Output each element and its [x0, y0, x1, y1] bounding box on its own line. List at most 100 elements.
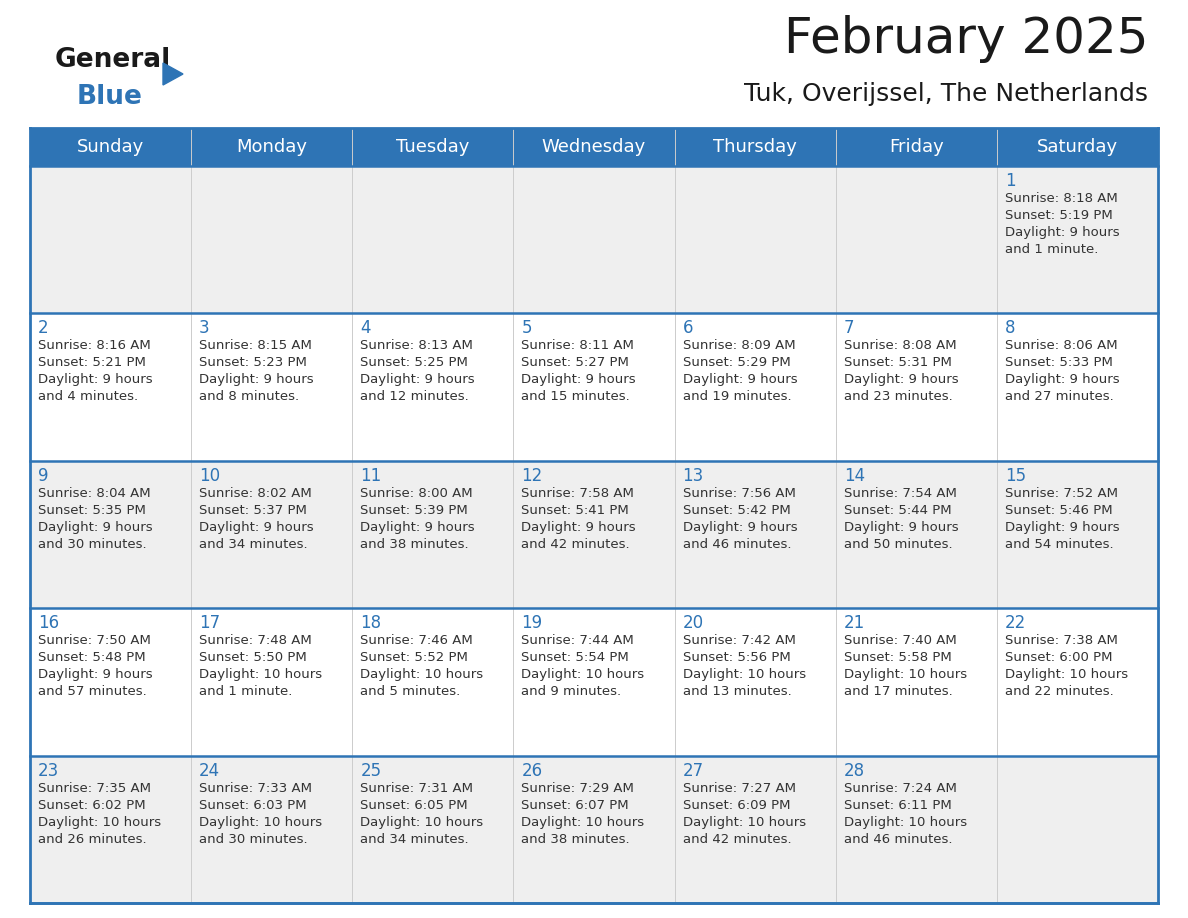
Text: and 50 minutes.: and 50 minutes. [843, 538, 953, 551]
Text: Daylight: 9 hours: Daylight: 9 hours [843, 521, 959, 533]
Text: Sunset: 5:31 PM: Sunset: 5:31 PM [843, 356, 952, 369]
Text: Sunrise: 7:27 AM: Sunrise: 7:27 AM [683, 781, 796, 795]
Text: Sunrise: 7:40 AM: Sunrise: 7:40 AM [843, 634, 956, 647]
Text: and 30 minutes.: and 30 minutes. [200, 833, 308, 845]
Text: 12: 12 [522, 466, 543, 485]
Text: 16: 16 [38, 614, 59, 633]
Text: Sunrise: 7:31 AM: Sunrise: 7:31 AM [360, 781, 473, 795]
Text: Sunrise: 8:09 AM: Sunrise: 8:09 AM [683, 340, 795, 353]
Text: Sunset: 6:00 PM: Sunset: 6:00 PM [1005, 651, 1112, 665]
Text: Daylight: 10 hours: Daylight: 10 hours [1005, 668, 1127, 681]
Text: Sunset: 5:54 PM: Sunset: 5:54 PM [522, 651, 630, 665]
Text: Sunrise: 7:46 AM: Sunrise: 7:46 AM [360, 634, 473, 647]
Text: Sunset: 5:37 PM: Sunset: 5:37 PM [200, 504, 307, 517]
Text: 9: 9 [38, 466, 49, 485]
Text: Sunrise: 8:11 AM: Sunrise: 8:11 AM [522, 340, 634, 353]
Text: and 46 minutes.: and 46 minutes. [683, 538, 791, 551]
Text: 2: 2 [38, 319, 49, 338]
Text: and 4 minutes.: and 4 minutes. [38, 390, 138, 403]
Text: Sunrise: 7:58 AM: Sunrise: 7:58 AM [522, 487, 634, 499]
Text: 27: 27 [683, 762, 703, 779]
Text: Sunset: 6:03 PM: Sunset: 6:03 PM [200, 799, 307, 812]
Text: February 2025: February 2025 [784, 15, 1148, 63]
Text: Daylight: 10 hours: Daylight: 10 hours [843, 668, 967, 681]
Text: Sunset: 6:11 PM: Sunset: 6:11 PM [843, 799, 952, 812]
Text: and 38 minutes.: and 38 minutes. [360, 538, 469, 551]
Text: Daylight: 9 hours: Daylight: 9 hours [683, 521, 797, 533]
Bar [30, 128, 1158, 166]
Text: Daylight: 9 hours: Daylight: 9 hours [683, 374, 797, 386]
Text: and 27 minutes.: and 27 minutes. [1005, 390, 1113, 403]
Text: and 38 minutes.: and 38 minutes. [522, 833, 630, 845]
Text: Sunset: 5:46 PM: Sunset: 5:46 PM [1005, 504, 1112, 517]
Text: 8: 8 [1005, 319, 1016, 338]
Text: Saturday: Saturday [1037, 138, 1118, 156]
Text: and 42 minutes.: and 42 minutes. [522, 538, 630, 551]
Text: Sunset: 5:48 PM: Sunset: 5:48 PM [38, 651, 146, 665]
Text: 24: 24 [200, 762, 220, 779]
Text: 22: 22 [1005, 614, 1026, 633]
Text: Sunset: 6:05 PM: Sunset: 6:05 PM [360, 799, 468, 812]
Polygon shape [163, 63, 183, 85]
Text: Thursday: Thursday [713, 138, 797, 156]
Text: Sunrise: 8:13 AM: Sunrise: 8:13 AM [360, 340, 473, 353]
Text: Sunset: 5:58 PM: Sunset: 5:58 PM [843, 651, 952, 665]
Text: 7: 7 [843, 319, 854, 338]
Text: Sunrise: 8:08 AM: Sunrise: 8:08 AM [843, 340, 956, 353]
Text: Sunset: 5:29 PM: Sunset: 5:29 PM [683, 356, 790, 369]
Text: Daylight: 9 hours: Daylight: 9 hours [200, 374, 314, 386]
Text: Sunset: 5:33 PM: Sunset: 5:33 PM [1005, 356, 1113, 369]
Text: and 15 minutes.: and 15 minutes. [522, 390, 630, 403]
Text: and 30 minutes.: and 30 minutes. [38, 538, 146, 551]
Text: Daylight: 10 hours: Daylight: 10 hours [360, 668, 484, 681]
Text: Sunrise: 8:15 AM: Sunrise: 8:15 AM [200, 340, 312, 353]
Text: Sunset: 5:52 PM: Sunset: 5:52 PM [360, 651, 468, 665]
Text: General: General [55, 47, 171, 73]
Text: Sunrise: 8:04 AM: Sunrise: 8:04 AM [38, 487, 151, 499]
Text: Wednesday: Wednesday [542, 138, 646, 156]
Text: Sunset: 6:02 PM: Sunset: 6:02 PM [38, 799, 146, 812]
Text: Daylight: 10 hours: Daylight: 10 hours [522, 815, 645, 829]
Text: Daylight: 10 hours: Daylight: 10 hours [522, 668, 645, 681]
Text: and 46 minutes.: and 46 minutes. [843, 833, 953, 845]
Text: Daylight: 9 hours: Daylight: 9 hours [1005, 226, 1119, 239]
Text: 25: 25 [360, 762, 381, 779]
Bar [30, 461, 1158, 609]
Text: Sunrise: 7:50 AM: Sunrise: 7:50 AM [38, 634, 151, 647]
Text: Sunset: 5:23 PM: Sunset: 5:23 PM [200, 356, 307, 369]
Text: Friday: Friday [889, 138, 943, 156]
Text: Daylight: 10 hours: Daylight: 10 hours [200, 815, 322, 829]
Text: 5: 5 [522, 319, 532, 338]
Text: and 1 minute.: and 1 minute. [200, 685, 292, 699]
Text: Daylight: 9 hours: Daylight: 9 hours [1005, 374, 1119, 386]
Text: Daylight: 10 hours: Daylight: 10 hours [683, 815, 805, 829]
Text: Sunset: 5:39 PM: Sunset: 5:39 PM [360, 504, 468, 517]
Text: Sunset: 5:56 PM: Sunset: 5:56 PM [683, 651, 790, 665]
Text: 14: 14 [843, 466, 865, 485]
Text: Sunrise: 7:38 AM: Sunrise: 7:38 AM [1005, 634, 1118, 647]
Text: Daylight: 10 hours: Daylight: 10 hours [683, 668, 805, 681]
Text: 18: 18 [360, 614, 381, 633]
Text: 10: 10 [200, 466, 220, 485]
Text: Daylight: 9 hours: Daylight: 9 hours [360, 521, 475, 533]
Text: Sunset: 5:25 PM: Sunset: 5:25 PM [360, 356, 468, 369]
Text: Sunrise: 7:56 AM: Sunrise: 7:56 AM [683, 487, 796, 499]
Text: Sunday: Sunday [77, 138, 144, 156]
Text: 21: 21 [843, 614, 865, 633]
Text: Sunset: 5:41 PM: Sunset: 5:41 PM [522, 504, 630, 517]
Text: Sunset: 6:09 PM: Sunset: 6:09 PM [683, 799, 790, 812]
Text: 28: 28 [843, 762, 865, 779]
Text: and 34 minutes.: and 34 minutes. [360, 833, 469, 845]
Text: and 54 minutes.: and 54 minutes. [1005, 538, 1113, 551]
Text: Blue: Blue [77, 84, 143, 110]
Bar [30, 166, 1158, 313]
Text: Daylight: 9 hours: Daylight: 9 hours [843, 374, 959, 386]
Text: Sunrise: 7:42 AM: Sunrise: 7:42 AM [683, 634, 796, 647]
Bar [30, 756, 1158, 903]
Text: 23: 23 [38, 762, 59, 779]
Text: Sunrise: 8:18 AM: Sunrise: 8:18 AM [1005, 192, 1118, 205]
Text: and 12 minutes.: and 12 minutes. [360, 390, 469, 403]
Text: Sunrise: 7:54 AM: Sunrise: 7:54 AM [843, 487, 956, 499]
Text: Sunrise: 7:33 AM: Sunrise: 7:33 AM [200, 781, 312, 795]
Text: and 23 minutes.: and 23 minutes. [843, 390, 953, 403]
